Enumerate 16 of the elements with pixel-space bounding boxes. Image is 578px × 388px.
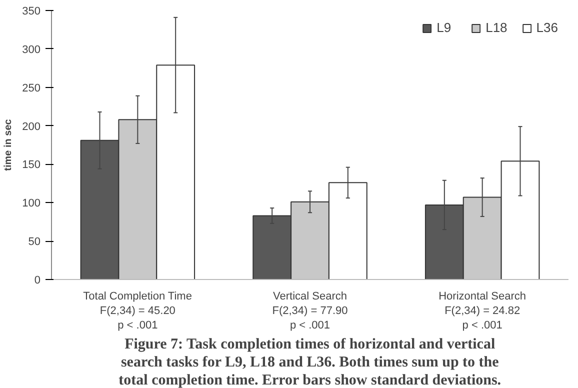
y-tick-label: 0 bbox=[34, 274, 41, 286]
y-tick-label: 200 bbox=[22, 120, 41, 133]
y-tick-label: 100 bbox=[22, 198, 41, 210]
y-axis-title: time in sec bbox=[3, 118, 14, 171]
y-tick-label: 50 bbox=[28, 236, 41, 248]
legend-label: L18 bbox=[486, 20, 508, 35]
y-tick-label: 300 bbox=[22, 44, 41, 56]
legend-label: L9 bbox=[436, 20, 452, 35]
x-tick-label: Horizontal Search F(2,34) = 24.82 p < .001 bbox=[438, 290, 526, 332]
x-tick-label: Total Completion Time F(2,34) = 45.20 p < .001 bbox=[83, 290, 192, 332]
legend-label: L36 bbox=[536, 20, 558, 35]
y-tick-label: 150 bbox=[22, 159, 41, 172]
x-tick-label: Vertical Search F(2,34) = 77.90 p < .001 bbox=[272, 290, 348, 332]
caption: Figure 7: Task completion times of horizontal and vertical search tasks for L9, L18 and L36. Both times sum up to the total completion time. Error bars show standard deviations. bbox=[118, 336, 502, 388]
y-tick-label: 250 bbox=[22, 82, 41, 94]
y-tick-label: 350 bbox=[22, 6, 41, 18]
